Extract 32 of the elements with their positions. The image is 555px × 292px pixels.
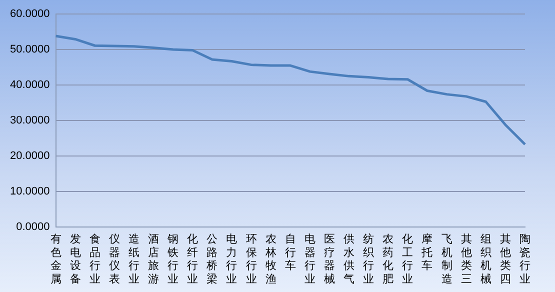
x-tick-label: 供水供气	[344, 232, 355, 286]
y-tick-label: 0.0000	[16, 221, 50, 234]
y-tick-label: 50.0000	[10, 44, 50, 56]
x-tick-label: 农林牧渔	[264, 232, 276, 286]
x-tick-label: 造纸行业	[128, 232, 140, 286]
x-tick-label: 纺织行业	[363, 232, 374, 286]
x-tick-label: 公路桥梁	[206, 232, 218, 286]
x-tick-label: 环保行业	[246, 232, 257, 286]
x-tick-label: 医疗器械	[324, 232, 335, 286]
x-tick-label: 电力行业	[226, 232, 238, 286]
x-tick-label: 发电设备	[70, 232, 81, 286]
x-tick-label: 仪器仪表	[108, 232, 120, 286]
x-tick-label: 有色金属	[50, 232, 62, 286]
x-tick-label: 化纤行业	[187, 232, 198, 286]
x-tick-label: 农药化肥	[382, 232, 394, 286]
x-tick-label: 自行车	[284, 232, 296, 272]
x-tick-label: 陶瓷行业	[520, 232, 530, 286]
x-tick-label: 其他类三	[460, 232, 472, 286]
x-tick-label: 酒店旅游	[148, 232, 160, 286]
x-tick-label: 飞机制造	[441, 232, 452, 286]
y-tick-label: 10.0000	[10, 186, 50, 198]
x-tick-label: 钢铁行业	[166, 232, 179, 286]
x-tick-label: 摩托车	[420, 232, 433, 272]
x-tick-label: 其他类四	[500, 232, 511, 286]
y-tick-label: 60.0000	[10, 8, 50, 20]
y-tick-label: 30.0000	[10, 114, 50, 127]
y-tick-label: 40.0000	[10, 79, 50, 92]
y-tick-label: 20.0000	[10, 150, 50, 162]
x-tick-label: 食品行业	[89, 232, 100, 286]
x-tick-label: 化工行业	[402, 232, 414, 286]
x-tick-label: 组织机械	[480, 232, 492, 286]
x-tick-label: 电器行业	[304, 232, 316, 286]
